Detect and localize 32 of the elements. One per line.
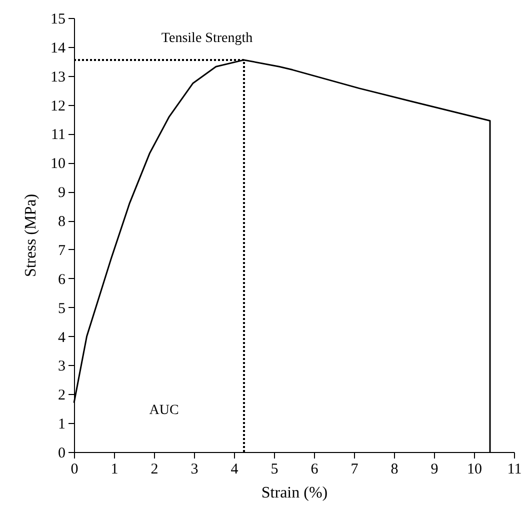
x-tick-label: 3 (190, 462, 198, 478)
y-tick-label: 4 (58, 330, 66, 346)
x-tick-label: 7 (350, 462, 359, 478)
x-tick-label: 4 (230, 462, 239, 478)
annotation: AUC (149, 403, 179, 418)
x-tick-label: 11 (507, 462, 522, 478)
y-axis-title: Stress (MPa) (22, 194, 40, 278)
y-tick-label: 2 (58, 388, 66, 404)
x-tick-label: 9 (430, 462, 438, 478)
y-tick-label: 6 (58, 272, 66, 288)
annotation: Tensile Strength (161, 31, 253, 46)
y-tick-label: 10 (50, 156, 66, 172)
y-tick-label: 0 (58, 446, 66, 462)
y-tick-label: 15 (50, 12, 66, 28)
y-tick-label: 5 (58, 300, 66, 317)
y-tick-label: 12 (50, 98, 66, 114)
x-tick-label: 10 (467, 462, 482, 478)
x-tick-label: 0 (70, 462, 78, 478)
x-tick-label: 2 (150, 462, 158, 478)
y-tick-label: 3 (58, 358, 66, 375)
y-tick-label: 9 (58, 185, 66, 202)
x-tick-label: 8 (390, 462, 398, 478)
y-tick-label: 14 (50, 40, 66, 56)
x-tick-label: 1 (110, 462, 118, 478)
x-tick-label: 5 (270, 462, 278, 478)
x-axis-title: Strain (%) (261, 484, 328, 502)
y-tick-label: 8 (58, 214, 66, 230)
y-tick-label: 11 (51, 127, 66, 144)
x-tick-label: 6 (310, 462, 319, 478)
y-tick-label: 1 (58, 416, 66, 433)
y-tick-label: 13 (50, 69, 66, 86)
y-tick-label: 7 (58, 242, 66, 259)
